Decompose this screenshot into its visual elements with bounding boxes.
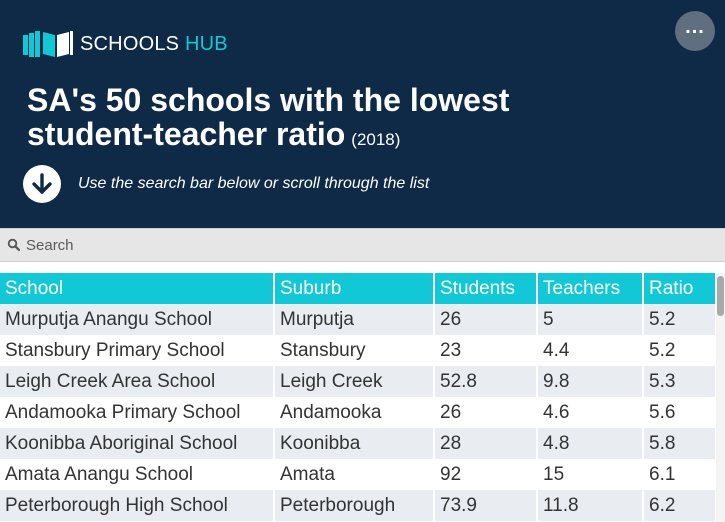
cell-students: 28 [434, 428, 538, 459]
brand-name-accent: HUB [184, 32, 228, 55]
cell-school: Koonibba Aboriginal School [0, 428, 275, 459]
schools-table: School Suburb Students Teachers Ratio Mu… [0, 273, 715, 521]
search-icon [7, 238, 21, 252]
cell-students: 26 [434, 304, 538, 335]
schools-table-container[interactable]: School Suburb Students Teachers Ratio Mu… [0, 273, 715, 522]
cell-ratio: 5.2 [643, 335, 715, 366]
cell-students: 52.8 [434, 366, 538, 397]
table-row: Leigh Creek Area School Leigh Creek 52.8… [0, 366, 715, 397]
column-header-school[interactable]: School [0, 273, 275, 304]
column-header-ratio[interactable]: Ratio [643, 273, 715, 304]
cell-suburb: Amata [274, 459, 435, 490]
cell-ratio: 6.1 [643, 459, 715, 490]
cell-teachers: 11.8 [537, 490, 644, 521]
brand-name-main: SCHOOLS [80, 32, 185, 55]
cell-suburb: Murputja [274, 304, 435, 335]
cell-suburb: Leigh Creek [274, 366, 435, 397]
cell-teachers: 4.4 [537, 335, 644, 366]
scroll-hint: Use the search bar below or scroll throu… [23, 165, 429, 203]
cell-students: 23 [434, 335, 538, 366]
cell-ratio: 5.6 [643, 397, 715, 428]
cell-teachers: 4.8 [537, 428, 644, 459]
search-input[interactable] [26, 236, 676, 254]
cell-school: Amata Anangu School [0, 459, 275, 490]
cell-students: 26 [434, 397, 538, 428]
more-options-icon: ... [685, 16, 705, 38]
brand[interactable]: SCHOOLS HUB [22, 28, 228, 60]
cell-students: 73.9 [434, 490, 538, 521]
cell-ratio: 5.3 [643, 366, 715, 397]
cell-ratio: 5.2 [643, 304, 715, 335]
cell-school: Peterborough High School [0, 490, 275, 521]
column-header-students[interactable]: Students [434, 273, 538, 304]
table-header-row: School Suburb Students Teachers Ratio [0, 273, 715, 304]
cell-suburb: Stansbury [274, 335, 435, 366]
cell-teachers: 15 [537, 459, 644, 490]
more-options-button[interactable]: ... [675, 11, 715, 51]
page-title: SA's 50 schools with the lowest student-… [27, 83, 627, 157]
scrollbar-thumb[interactable] [717, 276, 724, 316]
brand-name: SCHOOLS HUB [80, 33, 228, 56]
table-row: Andamooka Primary School Andamooka 26 4.… [0, 397, 715, 428]
table-row: Peterborough High School Peterborough 73… [0, 490, 715, 521]
header-banner: SCHOOLS HUB ... SA's 50 schools with the… [0, 0, 725, 228]
table-row: Koonibba Aboriginal School Koonibba 28 4… [0, 428, 715, 459]
cell-teachers: 4.6 [537, 397, 644, 428]
scroll-hint-text: Use the search bar below or scroll throu… [78, 175, 430, 192]
vertical-scrollbar[interactable] [716, 273, 725, 522]
title-year: (2018) [351, 130, 401, 149]
cell-teachers: 9.8 [537, 366, 644, 397]
cell-school: Leigh Creek Area School [0, 366, 275, 397]
column-header-teachers[interactable]: Teachers [537, 273, 644, 304]
cell-suburb: Koonibba [274, 428, 435, 459]
page-title-text: SA's 50 schools with the lowest student-… [27, 82, 510, 152]
schools-hub-logo-icon [23, 31, 73, 57]
cell-school: Murputja Anangu School [0, 304, 275, 335]
table-row: Amata Anangu School Amata 92 15 6.1 [0, 459, 715, 490]
table-row: Murputja Anangu School Murputja 26 5 5.2 [0, 304, 715, 335]
table-row: Stansbury Primary School Stansbury 23 4.… [0, 335, 715, 366]
search-bar [0, 228, 725, 262]
cell-students: 92 [434, 459, 538, 490]
cell-school: Andamooka Primary School [0, 397, 275, 428]
cell-suburb: Peterborough [274, 490, 435, 521]
column-header-suburb[interactable]: Suburb [274, 273, 435, 304]
cell-school: Stansbury Primary School [0, 335, 275, 366]
cell-teachers: 5 [537, 304, 644, 335]
arrow-down-icon[interactable] [23, 165, 61, 203]
cell-ratio: 6.2 [643, 490, 715, 521]
cell-suburb: Andamooka [274, 397, 435, 428]
cell-ratio: 5.8 [643, 428, 715, 459]
